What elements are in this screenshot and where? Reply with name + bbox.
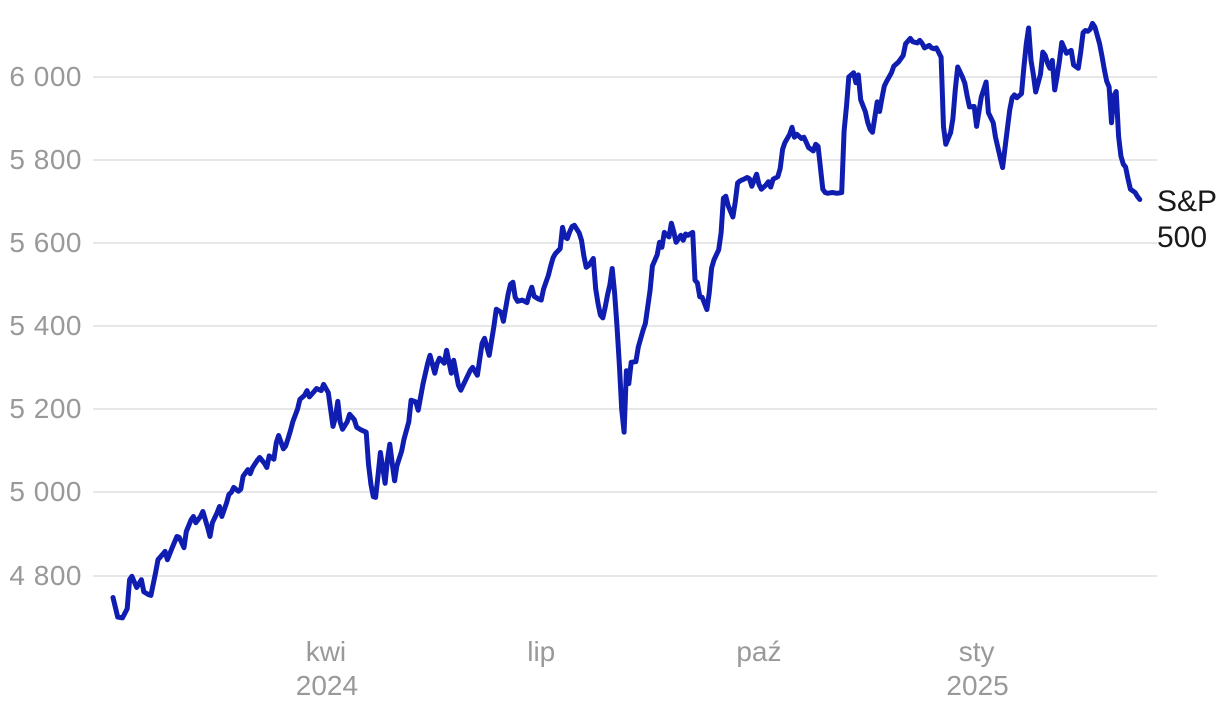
y-axis-tick-label: 5 200: [9, 393, 82, 425]
gridline: [93, 574, 1157, 577]
price-line: [110, 20, 1143, 621]
series-label-line2: 500: [1157, 221, 1208, 254]
y-axis-tick-label: 5 600: [9, 227, 82, 259]
y-axis-tick-label: 5 800: [9, 144, 82, 176]
gridline: [93, 325, 1157, 328]
y-axis-tick-label: 5 000: [9, 476, 82, 508]
y-axis-tick-label: 5 400: [9, 310, 82, 342]
x-axis-tick-label: lip: [527, 636, 556, 667]
x-axis-year-label: 2024: [295, 670, 359, 701]
series-label: S&P 500: [1157, 184, 1217, 256]
gridline: [93, 159, 1157, 162]
gridline: [93, 242, 1157, 245]
x-axis-tick-label: kwi: [305, 636, 347, 667]
y-axis-tick-label: 4 800: [9, 559, 82, 591]
x-axis-tick-label: sty: [958, 636, 995, 667]
x-axis-tick-label: paź: [736, 636, 782, 667]
y-axis-tick-label: 6 000: [9, 61, 82, 92]
gridline: [93, 491, 1157, 494]
series-label-line1: S&P: [1157, 185, 1218, 218]
x-axis-year-label: 2025: [946, 670, 1009, 701]
gridline: [93, 76, 1157, 78]
